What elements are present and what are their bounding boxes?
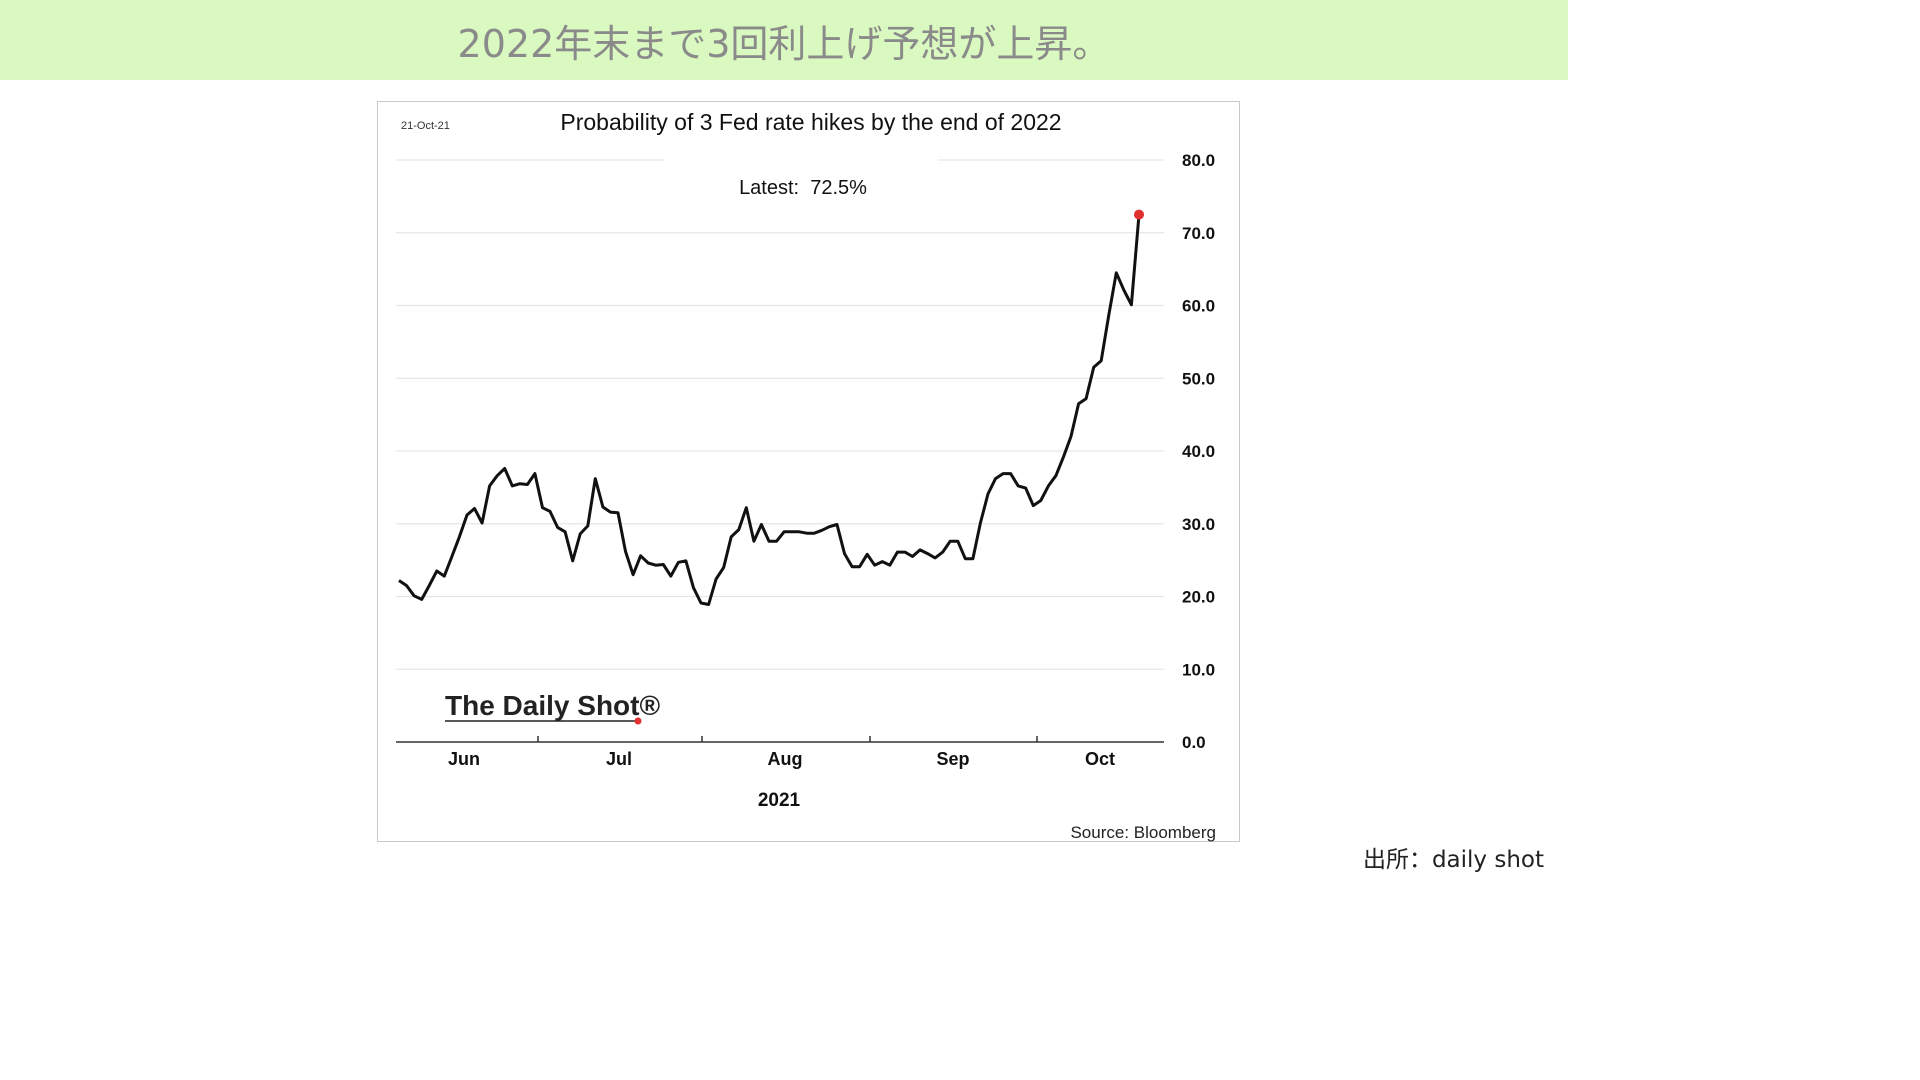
chart-frame: 21-Oct-21 Probability of 3 Fed rate hike… — [377, 101, 1240, 842]
y-tick-label: 70.0 — [1182, 224, 1215, 243]
x-tick-label: Jul — [606, 749, 632, 769]
series-line — [398, 214, 1141, 606]
x-tick-label: Jun — [448, 749, 480, 769]
gridlines — [396, 159, 1164, 670]
logo-text: The Daily Shot® — [445, 690, 660, 721]
y-tick-label: 30.0 — [1182, 515, 1215, 534]
x-year-label: 2021 — [758, 790, 801, 811]
y-tick-label: 60.0 — [1182, 297, 1215, 316]
latest-annotation: Latest: 72.5% — [739, 177, 867, 199]
y-axis: 80.0 70.0 60.0 50.0 40.0 30.0 20.0 10.0 0.0 — [1182, 151, 1215, 752]
chart-title: Probability of 3 Fed rate hikes by the e… — [560, 109, 1061, 135]
title-banner: 2022年末まで3回利上げ予想が上昇。 — [0, 0, 1568, 80]
chart-source: Source: Bloomberg — [1070, 823, 1216, 842]
source-credit: 出所：daily shot — [1362, 847, 1544, 873]
y-tick-label: 20.0 — [1182, 588, 1215, 607]
chart-date-stamp: 21-Oct-21 — [401, 120, 450, 132]
annotation-backdrop — [665, 152, 938, 212]
logo-dot — [634, 717, 642, 725]
y-tick-label: 10.0 — [1182, 660, 1215, 679]
latest-point-marker — [1134, 209, 1144, 220]
x-tick-labels: Jun Jul Aug Sep Oct — [448, 749, 1115, 769]
daily-shot-logo: The Daily Shot® — [445, 690, 660, 725]
y-tick-label: 40.0 — [1182, 442, 1215, 461]
x-axis — [396, 736, 1164, 743]
y-tick-label: 80.0 — [1182, 151, 1215, 170]
y-tick-label: 0.0 — [1182, 733, 1206, 752]
x-tick-label: Aug — [768, 749, 803, 769]
x-tick-label: Sep — [936, 749, 969, 769]
y-tick-label: 50.0 — [1182, 369, 1215, 388]
x-tick-label: Oct — [1085, 749, 1115, 769]
page-title: 2022年末まで3回利上げ予想が上昇。 — [457, 21, 1111, 66]
chart: 21-Oct-21 Probability of 3 Fed rate hike… — [396, 109, 1216, 842]
